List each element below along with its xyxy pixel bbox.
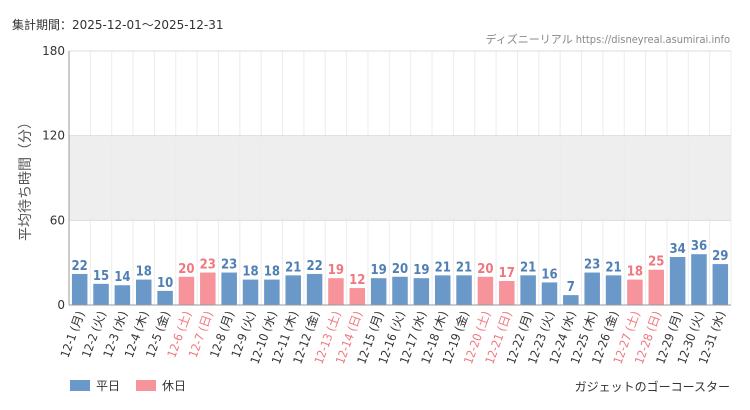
bar-12-22 — [520, 275, 536, 305]
bar-12-3 — [114, 285, 131, 305]
value-label: 17 — [499, 266, 515, 281]
bar-12-27 — [627, 279, 643, 305]
bar-12-24 — [563, 295, 579, 305]
value-label: 14 — [114, 270, 130, 285]
value-label: 36 — [691, 239, 707, 254]
legend: 平日 休日 — [70, 377, 202, 394]
bar-12-17 — [413, 278, 430, 305]
shaded-band — [69, 135, 731, 221]
bar-12-29 — [669, 257, 686, 305]
legend-item-holiday: 休日 — [136, 377, 186, 394]
value-label: 16 — [541, 267, 557, 282]
value-label: 7 — [567, 280, 575, 295]
bar-12-16 — [392, 276, 408, 305]
value-label: 23 — [221, 258, 237, 273]
value-label: 10 — [157, 276, 173, 291]
value-label: 20 — [477, 262, 493, 277]
bar-12-19 — [456, 275, 472, 305]
bar-12-11 — [285, 275, 301, 305]
y-tick-label: 180 — [42, 44, 65, 58]
value-label: 19 — [328, 263, 344, 278]
value-label: 20 — [178, 262, 194, 277]
period-text: 集計期間：2025-12-01～2025-12-31 — [12, 18, 224, 32]
bar-12-25 — [584, 272, 600, 305]
y-tick-label: 120 — [42, 129, 65, 143]
value-label: 20 — [392, 262, 408, 277]
value-label: 21 — [456, 260, 472, 275]
legend-swatch-holiday — [136, 380, 157, 391]
bar-12-13 — [328, 278, 344, 305]
bar-12-26 — [605, 275, 622, 305]
value-label: 21 — [520, 260, 536, 275]
value-label: 23 — [584, 258, 600, 273]
value-label: 19 — [413, 263, 429, 278]
bar-12-15 — [370, 278, 387, 305]
value-label: 22 — [306, 259, 322, 274]
value-label: 23 — [200, 258, 216, 273]
grid-layer — [68, 50, 732, 306]
bar-12-12 — [306, 273, 323, 305]
bar-12-23 — [541, 282, 558, 305]
bar-12-21 — [499, 281, 515, 305]
value-label: 18 — [264, 265, 280, 280]
bar-12-1 — [71, 273, 88, 305]
value-label: 19 — [371, 263, 387, 278]
legend-item-weekday: 平日 — [70, 377, 120, 394]
value-label: 21 — [605, 260, 621, 275]
y-tick-label: 0 — [57, 298, 65, 312]
label-layer: 22 15 14 18 10 20 23 23 18 18 21 22 19 12 19 20 19 21 21 20… — [72, 239, 729, 295]
value-label: 18 — [242, 265, 258, 280]
legend-swatch-weekday — [70, 380, 90, 391]
value-label: 34 — [669, 242, 685, 257]
value-label: 18 — [136, 265, 152, 280]
bar-12-20 — [477, 276, 494, 305]
attraction-name: ガジェットのゴーコースター — [574, 380, 730, 394]
bar-12-31 — [712, 264, 729, 305]
band-layer — [69, 135, 731, 221]
bar-12-4 — [135, 279, 152, 305]
bar-12-7 — [200, 272, 216, 305]
bar-layer — [71, 254, 729, 305]
legend-label-holiday: 休日 — [162, 379, 187, 393]
value-label: 18 — [627, 265, 643, 280]
bar-12-18 — [434, 275, 451, 305]
bar-12-2 — [93, 283, 109, 305]
bar-12-28 — [648, 269, 665, 305]
bar-12-10 — [264, 279, 280, 305]
bar-12-9 — [242, 279, 259, 305]
bar-12-8 — [221, 272, 237, 305]
value-label: 29 — [712, 249, 728, 264]
site-credit: ディズニーリアル https://disneyreal.asumirai.inf… — [485, 33, 730, 46]
y-axis-label: 平均待ち時間（分） — [18, 115, 34, 241]
bar-12-30 — [691, 254, 707, 305]
value-label: 25 — [648, 255, 664, 270]
value-label: 21 — [285, 260, 301, 275]
bar-12-14 — [349, 288, 366, 305]
bar-12-5 — [157, 290, 173, 305]
value-label: 15 — [93, 269, 109, 284]
legend-label-weekday: 平日 — [96, 379, 121, 393]
y-tick-label: 60 — [50, 213, 65, 227]
value-label: 12 — [349, 273, 365, 288]
value-label: 21 — [435, 260, 451, 275]
bar-12-6 — [178, 276, 195, 305]
value-label: 22 — [72, 259, 88, 274]
